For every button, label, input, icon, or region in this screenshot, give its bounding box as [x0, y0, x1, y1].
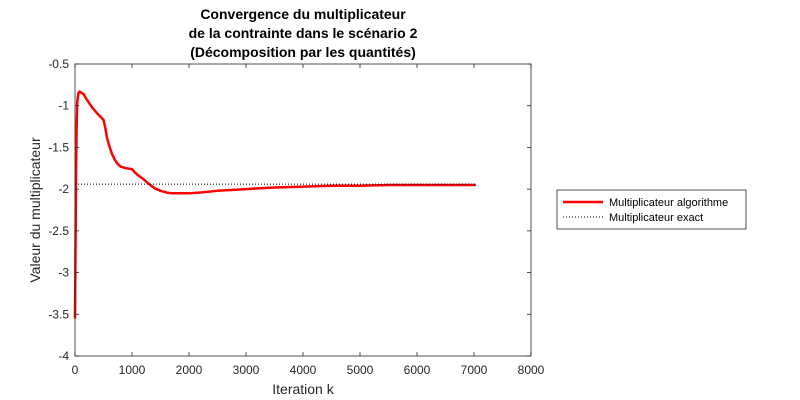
y-tick-label: -1.5: [48, 140, 69, 154]
plot-area: [75, 64, 531, 356]
y-tick-label: -4: [58, 349, 69, 363]
x-tick-label: 4000: [290, 363, 317, 377]
title-line: de la contrainte dans le scénario 2: [189, 25, 418, 41]
x-tick-label: 1000: [119, 363, 146, 377]
x-tick-label: 3000: [233, 363, 260, 377]
y-tick-label: -1: [58, 99, 69, 113]
x-tick-label: 0: [72, 363, 79, 377]
series-line-0: [73, 90, 476, 319]
legend-box: [556, 189, 747, 230]
series-group: [73, 90, 476, 319]
x-tick-label: 2000: [176, 363, 203, 377]
x-tick-label: 7000: [461, 363, 488, 377]
x-tick-label: 5000: [347, 363, 374, 377]
x-tick-label: 6000: [404, 363, 431, 377]
y-tick-label: -3: [58, 266, 69, 280]
title-line: (Décomposition par les quantités): [190, 44, 416, 60]
title-line: Convergence du multiplicateur: [200, 6, 406, 22]
x-tick-label: 8000: [518, 363, 545, 377]
chart-title: Convergence du multiplicateur de la contr…: [189, 6, 418, 60]
y-tick-label: -3.5: [48, 307, 69, 321]
y-tick-label: -2.5: [48, 224, 69, 238]
x-axis-label: Iteration k: [272, 381, 334, 397]
legend-entry: Multiplicateur exact: [609, 212, 703, 224]
y-axis-label: Valeur du multiplicateur: [27, 137, 43, 283]
y-tick-label: -0.5: [48, 57, 69, 71]
y-tick-label: -2: [58, 182, 69, 196]
legend-entry: Multiplicateur algorithme: [609, 197, 728, 209]
legend: Multiplicateur algorithme Multiplicateur …: [556, 189, 747, 230]
x-axis: 0 1000 2000 3000 4000 5000 6000 7000 8000: [72, 64, 545, 377]
y-axis: -4 -3.5 -3 -2.5 -2 -1.5 -1 -0.5: [48, 57, 531, 363]
